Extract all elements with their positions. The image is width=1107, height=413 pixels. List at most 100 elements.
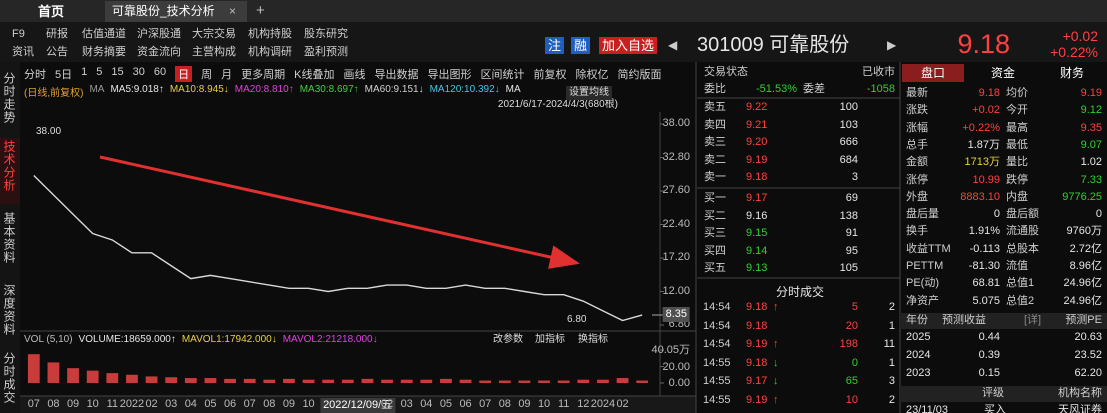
menu-item[interactable]: 财务摘要 <box>82 46 126 58</box>
label: 已收市 <box>862 66 895 78</box>
toolbar-item[interactable]: 60 <box>153 66 167 78</box>
toolbar-item[interactable]: 15 <box>111 66 124 78</box>
button[interactable]: 改参数 <box>493 334 523 345</box>
menu-item[interactable]: 主营构成 <box>192 46 236 58</box>
menu-item[interactable]: 机构持股 <box>248 28 292 40</box>
toolbar-item[interactable]: 30 <box>132 66 145 78</box>
volume-bar <box>361 378 374 383</box>
x-tick-label: 04 <box>420 398 433 410</box>
legend-item: VOL (5,10) <box>24 334 73 345</box>
volume-bar <box>322 379 335 383</box>
volume: 684 <box>839 153 858 166</box>
x-tick-label: 07 <box>27 398 40 410</box>
button[interactable]: 融 <box>571 37 591 54</box>
toolbar-item[interactable]: 1 <box>81 66 88 78</box>
value: 10.99 <box>972 173 1000 186</box>
menu-item[interactable]: 资讯 <box>12 46 34 58</box>
tab[interactable]: 可靠股份_技术分析 <box>112 4 215 18</box>
volume-bar <box>106 373 119 383</box>
toolbar-item[interactable]: K线叠加 <box>294 69 335 81</box>
high-label: 38.00 <box>36 126 62 137</box>
toolbar-item[interactable]: 导出图形 <box>427 69 472 81</box>
prev-button[interactable]: ◀ <box>668 38 678 52</box>
toolbar-item[interactable]: 分时 <box>24 69 46 81</box>
close-button[interactable]: × <box>229 4 237 18</box>
menu-item[interactable]: 沪深股通 <box>137 28 181 40</box>
price: 9.19 <box>746 394 768 406</box>
toolbar-item[interactable]: 月 <box>221 69 233 81</box>
panel-tab[interactable]: 资金 <box>990 66 1016 80</box>
button[interactable]: 换指标 <box>578 334 608 345</box>
next-button[interactable]: ▶ <box>887 38 897 52</box>
time: 14:55 <box>703 394 731 406</box>
add-tab[interactable]: + <box>256 2 265 19</box>
volume-bar <box>27 354 40 383</box>
volume: 91 <box>845 227 858 240</box>
toolbar-item[interactable]: 周 <box>201 69 213 81</box>
menu-item[interactable]: 机构调研 <box>248 46 292 58</box>
side-tab[interactable]: 技术分析 <box>2 140 16 192</box>
toolbar-item[interactable]: 5日 <box>55 69 73 81</box>
label: 跌停 <box>1006 173 1028 186</box>
side-tab[interactable]: 分时走势 <box>2 72 16 124</box>
label: 委比 <box>704 83 726 95</box>
label: 涨幅 <box>906 121 928 134</box>
legend-item: MA60:9.151↓ <box>364 84 424 95</box>
toolbar-item[interactable]: 除权亿 <box>575 69 609 81</box>
x-tick-label: 12 <box>577 398 590 410</box>
price: 9.13 <box>746 262 768 275</box>
toolbar-item[interactable]: 导出数据 <box>374 69 419 81</box>
toolbar-item[interactable]: 前复权 <box>533 69 567 81</box>
legend-item: MA <box>505 84 521 95</box>
price: 9.22 <box>746 101 768 113</box>
panel-tab[interactable]: 财务 <box>1059 66 1085 80</box>
y-tick-label: 20.00 <box>662 360 690 373</box>
label: 流通股 <box>1006 225 1039 238</box>
menu-item[interactable]: 估值通道 <box>82 28 126 40</box>
x-tick-label: 11 <box>106 398 119 410</box>
x-tick-label: 09 <box>518 398 531 410</box>
active-tab <box>105 1 247 22</box>
menu-item[interactable]: 盈利预测 <box>304 46 348 58</box>
toolbar-item[interactable]: 5 <box>96 66 103 78</box>
table-header: 评级 <box>982 387 1004 399</box>
button[interactable]: 设置均线 <box>566 86 612 100</box>
label: 总手 <box>906 138 928 151</box>
menu-item[interactable]: 股东研究 <box>304 28 348 40</box>
panel-tab[interactable]: 盘口 <box>920 66 946 80</box>
label: 委差 <box>803 83 825 95</box>
y-tick-label: 22.40 <box>662 217 690 230</box>
toolbar-item[interactable]: 区间统计 <box>480 69 525 81</box>
side-tab[interactable]: 分时成交 <box>2 352 16 404</box>
menu-item[interactable]: 资金流向 <box>137 46 181 58</box>
label: 总值1 <box>1006 277 1035 290</box>
menu-item[interactable]: 大宗交易 <box>192 28 236 40</box>
y-tick-label: 40.05万 <box>651 344 690 356</box>
button[interactable]: 注 <box>545 37 565 54</box>
x-tick-label: 02 <box>380 398 394 410</box>
price: 9.20 <box>746 136 768 149</box>
cell: 20.63 <box>1074 331 1102 343</box>
toolbar-item[interactable]: 画线 <box>343 69 366 81</box>
x-tick-label: 08 <box>263 398 276 410</box>
tab[interactable]: 首页 <box>38 4 65 19</box>
toolbar-item[interactable]: 简约版面 <box>617 69 662 81</box>
menu-item[interactable]: 研报 <box>46 28 68 40</box>
price: 9.15 <box>746 227 768 240</box>
label: 卖四 <box>704 118 726 131</box>
toolbar-item[interactable]: 日 <box>175 66 193 82</box>
vol-legend: VOL (5,10) VOLUME:18659.000↑ MAVOL1:17942.… <box>24 334 378 345</box>
button[interactable]: 加入自选 <box>599 37 658 54</box>
volume-bar <box>86 370 99 383</box>
time: 14:55 <box>703 356 731 369</box>
side-tab[interactable]: 深度资料 <box>2 284 16 336</box>
menu-item[interactable]: F9 <box>12 28 25 40</box>
button[interactable]: 加指标 <box>535 334 565 345</box>
value: 9776.25 <box>1062 190 1102 203</box>
cell: 2024 <box>906 349 931 361</box>
side-tab[interactable]: 基本资料 <box>2 212 16 264</box>
value: 9.35 <box>1080 121 1102 134</box>
volume-bar <box>126 374 138 383</box>
toolbar-item[interactable]: 更多周期 <box>241 69 286 81</box>
menu-item[interactable]: 公告 <box>46 46 68 58</box>
